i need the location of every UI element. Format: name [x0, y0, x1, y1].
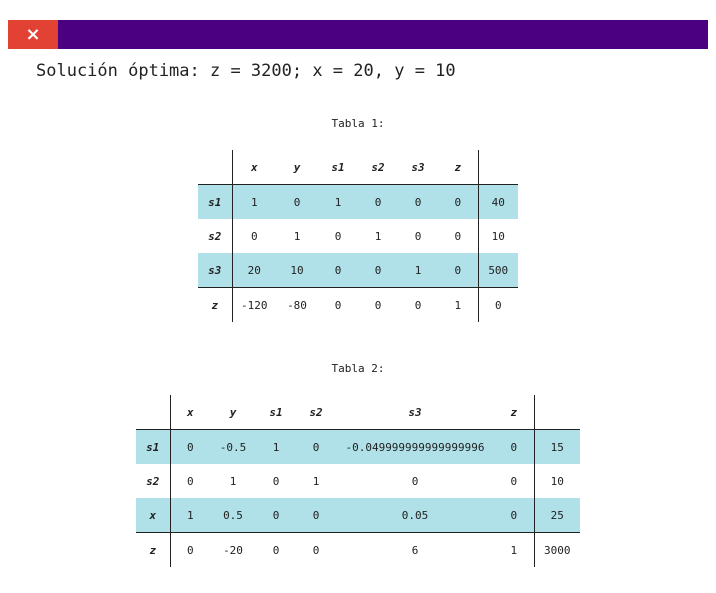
simplex-table-2: x y s1 s2 s3 z s1 0 -0.5 1 0 -0.04999999… [136, 395, 580, 567]
column-header: z [454, 160, 462, 174]
table-row: s2 0 1 0 1 0 0 10 [136, 464, 580, 498]
table-2-caption: Tabla 2: [331, 362, 385, 375]
row-label: s1 [198, 184, 232, 219]
table-row: z -120 -80 0 0 0 1 0 [198, 287, 518, 322]
table-cell: 0 [358, 253, 398, 288]
table-cell: 1 [374, 229, 382, 243]
table-cell: 0 [494, 429, 534, 464]
table-cell: 1 [256, 429, 296, 464]
rhs-header [533, 395, 580, 430]
table-cell: 0 [296, 429, 336, 464]
table-cell: 0 [169, 429, 210, 464]
table-cell: 0.5 [210, 498, 256, 533]
rhs-cell: 10 [477, 219, 518, 253]
table-cell: 10 [276, 253, 318, 288]
rhs-cell: 3000 [533, 532, 580, 567]
table-cell: 20 [231, 253, 276, 288]
table-cell: 1 [169, 498, 210, 533]
column-header: s1 [269, 405, 283, 419]
rhs-cell: 0 [477, 287, 518, 322]
row-label: s2 [146, 474, 160, 488]
row-label: x [136, 498, 170, 533]
table-cell: 0 [398, 287, 438, 322]
table-cell: 0 [358, 287, 398, 322]
corner-cell [198, 150, 232, 185]
table-cell: 0 [256, 498, 296, 533]
table-cell: 0 [334, 229, 342, 243]
table-cell: -120 [231, 287, 276, 322]
table-cell: 6 [336, 532, 494, 567]
table-cell: 0 [272, 474, 280, 488]
column-header: s1 [331, 160, 345, 174]
table-cell: 0 [169, 532, 210, 567]
table-cell: 0 [318, 287, 358, 322]
table-cell: 1 [229, 474, 237, 488]
table-cell: 1 [293, 229, 301, 243]
table-cell: -0.049999999999999996 [336, 429, 494, 464]
table-cell: 0 [510, 474, 518, 488]
table-cell: 1 [312, 474, 320, 488]
table-cell: -0.5 [210, 429, 256, 464]
title-bar: × [8, 20, 708, 49]
column-header: s3 [408, 405, 422, 419]
table-row: s1 0 -0.5 1 0 -0.049999999999999996 0 15 [136, 429, 580, 464]
table-cell: 0 [454, 229, 462, 243]
row-label: s2 [208, 229, 222, 243]
table-cell: 0 [411, 474, 419, 488]
table-cell: 0 [276, 184, 318, 219]
table-cell: 0 [358, 184, 398, 219]
row-label: z [136, 532, 170, 567]
close-icon[interactable]: × [8, 20, 58, 49]
table-cell: 0 [318, 253, 358, 288]
table-cell: -80 [276, 287, 318, 322]
table-row: s3 20 10 0 0 1 0 500 [198, 253, 518, 288]
table-cell: 1 [438, 287, 478, 322]
table-row: z 0 -20 0 0 6 1 3000 [136, 532, 580, 567]
row-label: s1 [136, 429, 170, 464]
table-cell: 0 [296, 532, 336, 567]
column-header: y [229, 405, 237, 419]
rhs-cell: 10 [533, 464, 580, 498]
rhs-cell: 500 [477, 253, 518, 288]
table-cell: 1 [494, 532, 534, 567]
table-row: s1 1 0 1 0 0 0 40 [198, 184, 518, 219]
row-label: z [198, 287, 232, 322]
table-row: s2 0 1 0 1 0 0 10 [198, 219, 518, 253]
table-cell: 0 [169, 464, 210, 498]
rhs-cell: 25 [533, 498, 580, 533]
table-1-caption: Tabla 1: [331, 117, 385, 130]
column-header: z [510, 405, 518, 419]
column-header: x [169, 395, 210, 430]
corner-cell [136, 395, 170, 430]
row-label: s3 [198, 253, 232, 288]
table-cell: 1 [318, 184, 358, 219]
solution-text: Solución óptima: z = 3200; x = 20, y = 1… [36, 61, 456, 81]
table-cell: 0 [494, 498, 534, 533]
simplex-table-1: x y s1 s2 s3 z s1 1 0 1 0 0 0 40 s2 0 1 … [198, 150, 518, 322]
table-cell: -20 [210, 532, 256, 567]
table-cell: 0.05 [336, 498, 494, 533]
column-header: y [293, 160, 301, 174]
table-cell: 0 [414, 229, 422, 243]
column-header: s2 [309, 405, 323, 419]
table-cell: 0 [438, 253, 478, 288]
column-header: s2 [371, 160, 385, 174]
table-cell: 0 [296, 498, 336, 533]
table-cell: 0 [438, 184, 478, 219]
rhs-header [477, 150, 518, 185]
rhs-cell: 40 [477, 184, 518, 219]
table-cell: 1 [231, 184, 276, 219]
table-cell: 0 [256, 532, 296, 567]
column-header: x [231, 150, 276, 185]
table-cell: 0 [231, 219, 276, 253]
column-header: s3 [411, 160, 425, 174]
table-cell: 1 [398, 253, 438, 288]
table-row: x 1 0.5 0 0 0.05 0 25 [136, 498, 580, 533]
rhs-cell: 15 [533, 429, 580, 464]
table-cell: 0 [398, 184, 438, 219]
